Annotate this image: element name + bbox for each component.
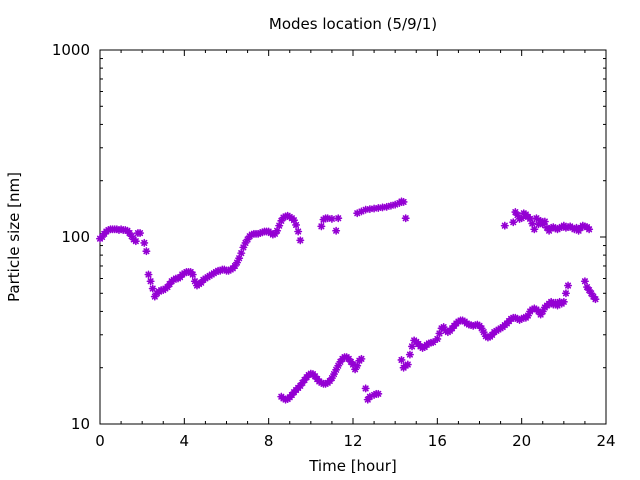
chart-title: Modes location (5/9/1) — [269, 15, 437, 33]
y-tick-label: 100 — [61, 228, 90, 246]
data-point — [559, 297, 568, 306]
x-tick-label: 0 — [95, 432, 105, 450]
data-point — [334, 214, 343, 223]
x-tick-label: 8 — [264, 432, 274, 450]
data-point — [144, 270, 153, 279]
y-tick-label: 1000 — [52, 41, 90, 59]
data-point — [146, 277, 155, 286]
axis-ticks — [99, 50, 607, 425]
data-point — [361, 384, 370, 393]
data-point — [585, 225, 594, 234]
data-point — [433, 334, 442, 343]
data-point — [540, 217, 549, 226]
data-point — [561, 289, 570, 298]
x-tick-label: 24 — [596, 432, 615, 450]
data-point — [403, 360, 412, 369]
data-point — [327, 214, 336, 223]
data-point — [142, 247, 151, 256]
y-tick-labels: 10 100 1000 — [52, 41, 90, 433]
x-tick-labels: 0 4 8 12 16 20 24 — [95, 432, 615, 450]
data-point — [332, 226, 341, 235]
data-point — [401, 214, 410, 223]
scatter-points — [96, 197, 600, 404]
y-axis-label: Particle size [nm] — [5, 172, 23, 302]
data-point — [357, 354, 366, 363]
data-point — [294, 227, 303, 236]
data-point — [591, 295, 600, 304]
x-tick-label: 16 — [428, 432, 447, 450]
data-point — [528, 219, 537, 228]
data-point — [509, 218, 518, 227]
data-point — [237, 249, 246, 258]
data-point — [296, 236, 305, 245]
x-tick-label: 20 — [512, 432, 531, 450]
data-point — [408, 342, 417, 351]
data-point — [148, 284, 157, 293]
data-point — [140, 238, 149, 247]
data-point — [530, 225, 539, 234]
data-point — [292, 220, 301, 229]
x-tick-label: 12 — [343, 432, 362, 450]
data-point — [564, 281, 573, 290]
data-point — [405, 350, 414, 359]
data-point — [317, 222, 326, 231]
x-axis-label: Time [hour] — [308, 457, 397, 475]
data-point — [233, 258, 242, 267]
data-point — [397, 355, 406, 364]
data-point — [500, 221, 509, 230]
data-point — [188, 270, 197, 279]
data-point — [374, 389, 383, 398]
data-point — [580, 277, 589, 286]
data-point — [399, 197, 408, 206]
y-tick-label: 10 — [71, 415, 90, 433]
data-point — [136, 229, 145, 238]
x-tick-label: 4 — [180, 432, 190, 450]
data-point — [131, 237, 140, 246]
